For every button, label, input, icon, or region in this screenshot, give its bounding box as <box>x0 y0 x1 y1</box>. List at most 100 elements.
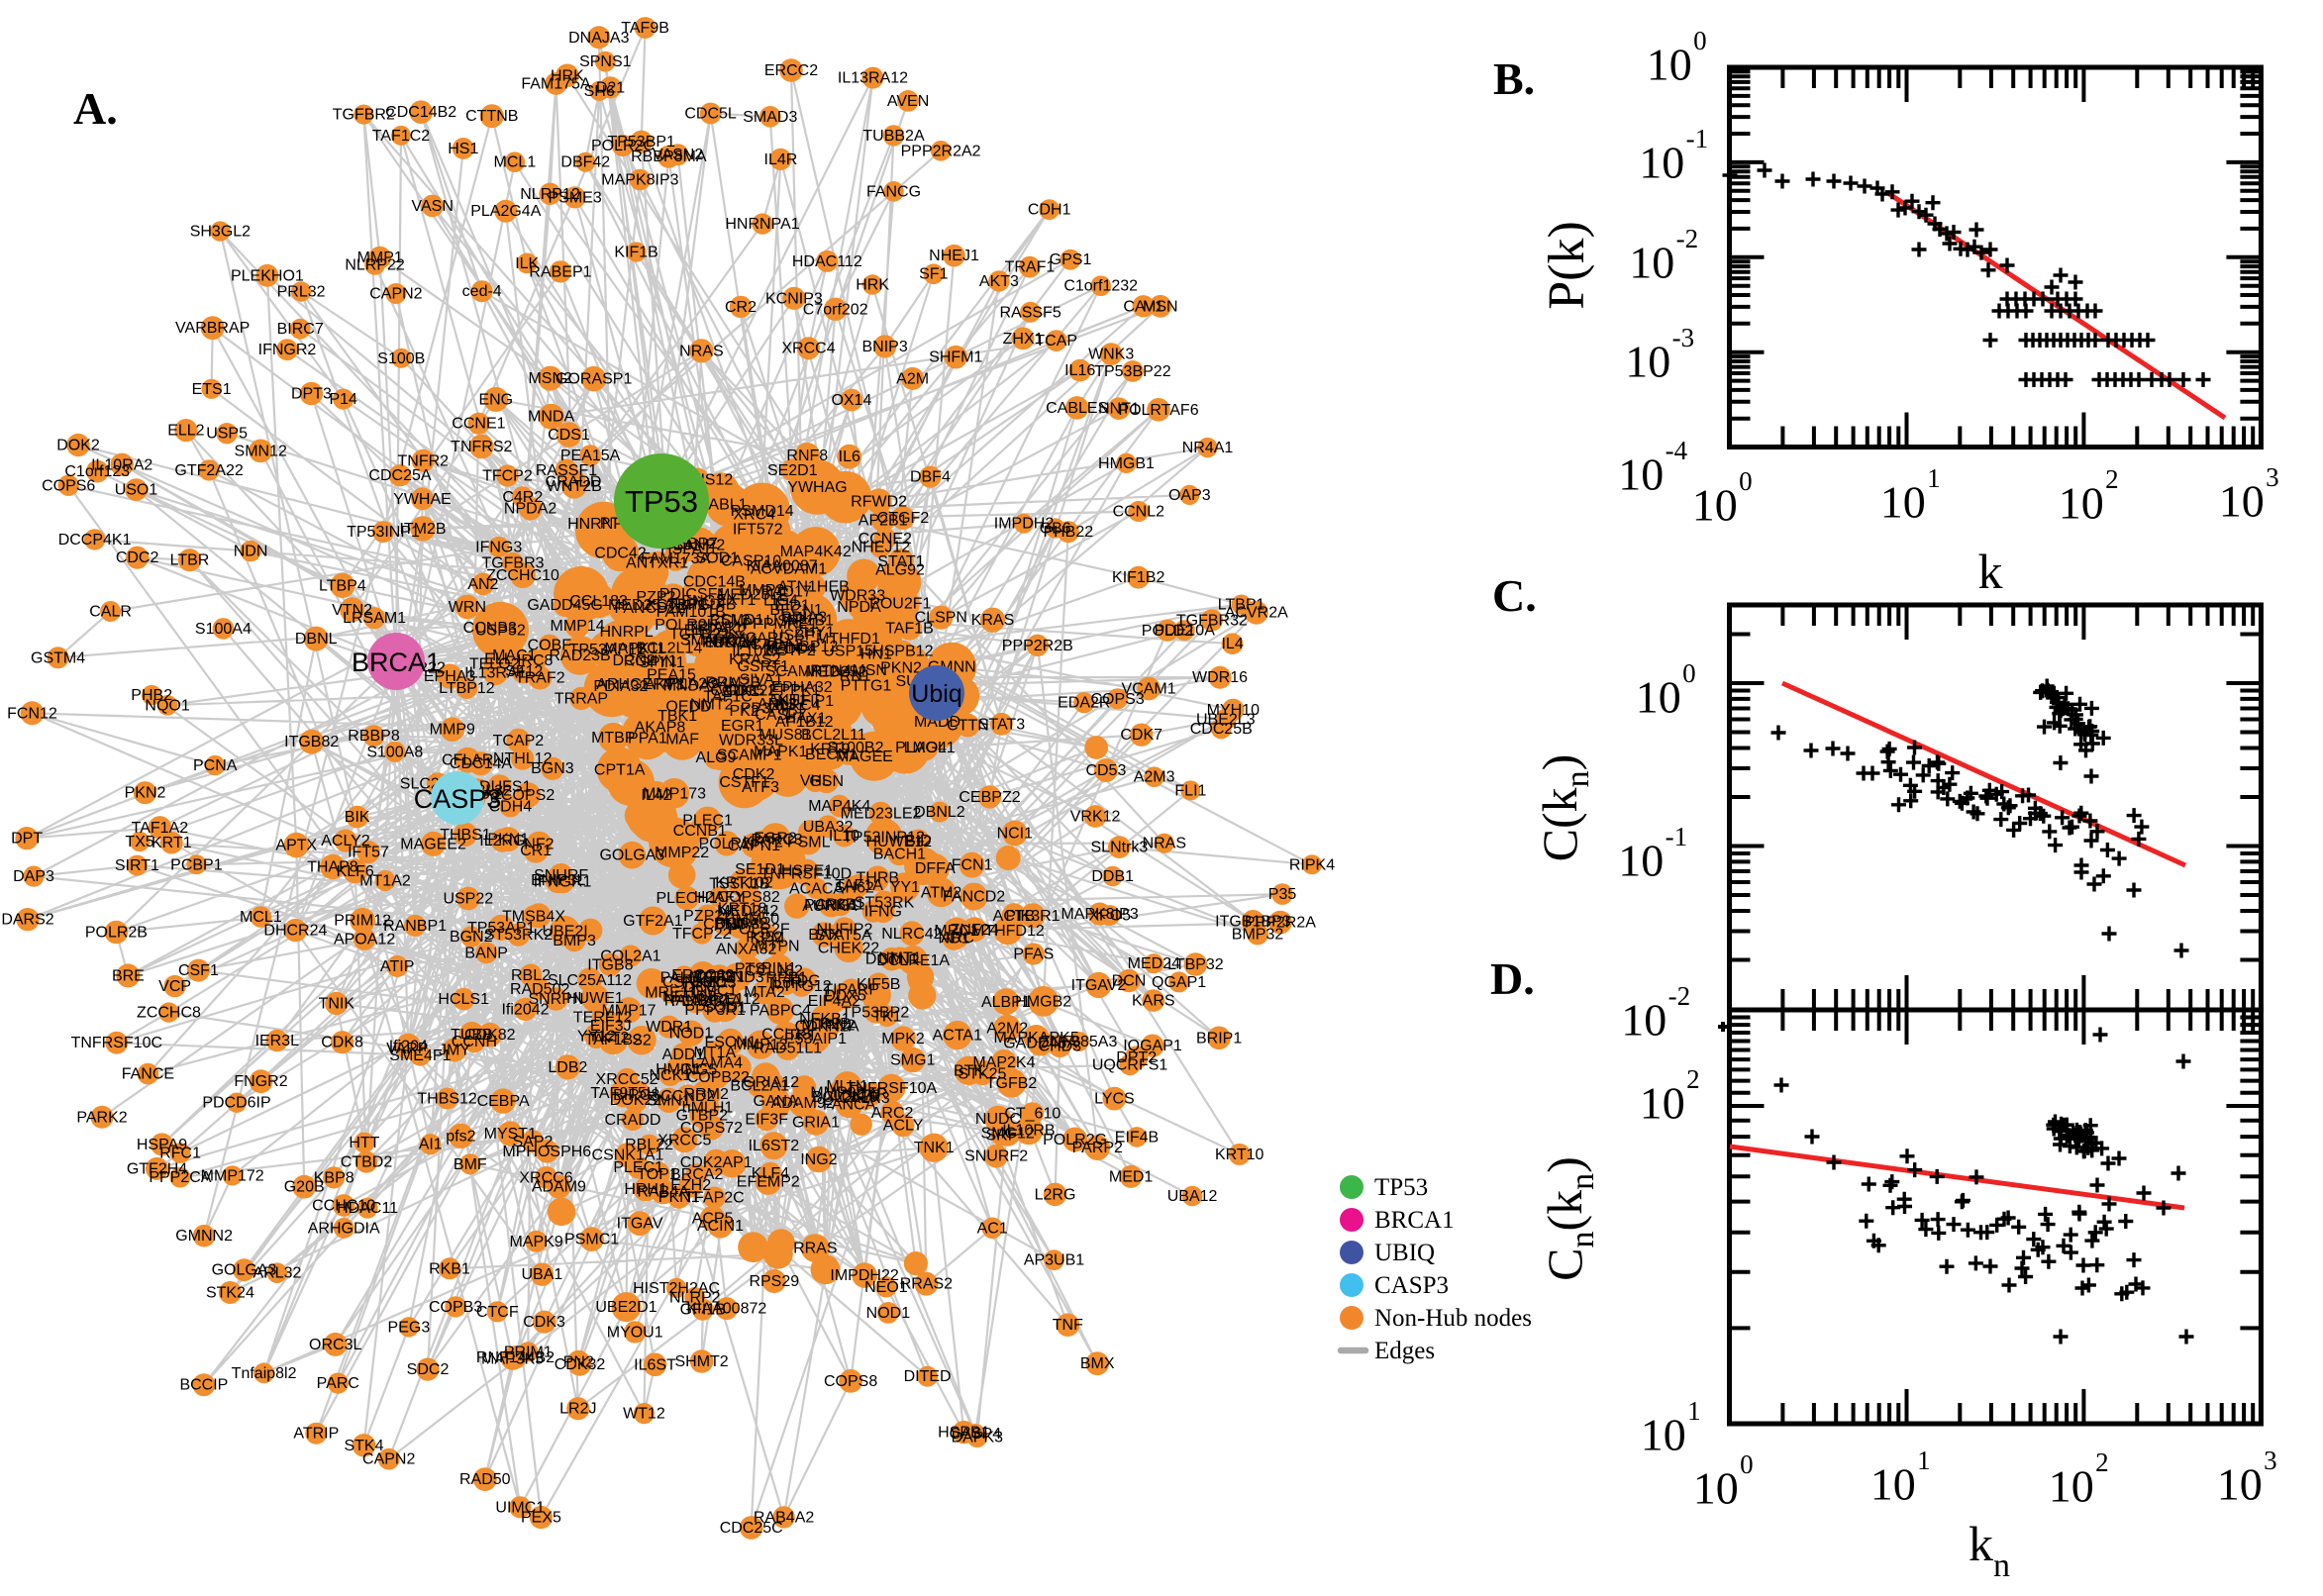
svg-text:TIPARP: TIPARP <box>823 981 879 998</box>
svg-text:LAMA4: LAMA4 <box>691 1054 744 1071</box>
svg-text:CCNE2: CCNE2 <box>858 531 912 548</box>
svg-text:MTPN2: MTPN2 <box>801 1018 855 1035</box>
svg-text:TFAP2C: TFAP2C <box>684 1190 744 1207</box>
svg-text:TKT: TKT <box>787 1027 817 1044</box>
svg-text:CR1: CR1 <box>520 843 552 859</box>
svg-text:PLEKHO1: PLEKHO1 <box>231 267 304 284</box>
svg-text:BECN1: BECN1 <box>769 602 822 619</box>
svg-text:10: 10 <box>1629 237 1674 287</box>
svg-text:L2RG: L2RG <box>1035 1186 1076 1203</box>
svg-text:SHMT2: SHMT2 <box>674 1353 728 1370</box>
svg-text:KRT1: KRT1 <box>152 835 192 851</box>
svg-text:NUFIP2: NUFIP2 <box>816 921 872 938</box>
svg-text:FCN1: FCN1 <box>952 857 993 874</box>
svg-text:IL13RA12: IL13RA12 <box>838 70 908 87</box>
svg-text:IL10: IL10 <box>829 828 859 845</box>
svg-text:NF2: NF2 <box>524 837 554 853</box>
svg-text:PRIM1: PRIM1 <box>504 1344 553 1360</box>
svg-text:MLH1: MLH1 <box>826 1078 868 1095</box>
svg-text:BMX: BMX <box>1080 1355 1115 1372</box>
svg-text:10: 10 <box>2219 475 2265 526</box>
svg-text:ARC2: ARC2 <box>871 1105 914 1122</box>
svg-text:COPS82: COPS82 <box>718 889 780 906</box>
svg-text:TK1: TK1 <box>872 1008 901 1025</box>
svg-text:ZCCHC8: ZCCHC8 <box>137 1005 201 1022</box>
svg-text:MTHFD12: MTHFD12 <box>971 923 1045 940</box>
svg-text:KRT2: KRT2 <box>743 835 783 851</box>
svg-text:CCL182: CCL182 <box>745 962 803 979</box>
svg-text:ADAM9: ADAM9 <box>532 1179 586 1196</box>
svg-text:10: 10 <box>2217 1458 2263 1509</box>
svg-text:CDC14B: CDC14B <box>683 573 746 590</box>
svg-text:BRCA2: BRCA2 <box>670 1166 723 1183</box>
svg-text:PPP2CA: PPP2CA <box>149 1169 211 1186</box>
svg-text:NRAS: NRAS <box>679 343 723 359</box>
svg-text:MMP1: MMP1 <box>357 249 403 266</box>
svg-text:BCL2A1: BCL2A1 <box>730 1077 789 1094</box>
svg-text:GADD45G: GADD45G <box>527 597 602 614</box>
svg-text:UQCRFS1: UQCRFS1 <box>1092 1056 1168 1073</box>
svg-text:GTBP2: GTBP2 <box>676 1108 729 1125</box>
svg-text:MRC1: MRC1 <box>934 923 978 940</box>
svg-text:NHEJ12: NHEJ12 <box>852 540 911 556</box>
svg-text:CDKN2A: CDKN2A <box>795 1018 859 1035</box>
svg-text:SNURF2: SNURF2 <box>964 1148 1028 1165</box>
svg-text:P14: P14 <box>329 391 357 408</box>
svg-text:MMP2: MMP2 <box>739 582 784 599</box>
svg-text:MMP14: MMP14 <box>551 618 605 635</box>
svg-text:RAD51L1: RAD51L1 <box>754 1041 822 1057</box>
svg-text:WDR1: WDR1 <box>646 1019 692 1036</box>
svg-text:MPHOSPH6: MPHOSPH6 <box>502 1144 591 1160</box>
svg-text:GTF2A22: GTF2A22 <box>174 462 243 479</box>
svg-text:IRC8: IRC8 <box>517 652 554 669</box>
svg-text:AI1: AI1 <box>419 1137 443 1153</box>
svg-text:KIF1B: KIF1B <box>614 245 657 261</box>
svg-text:RRM2B: RRM2B <box>705 675 760 692</box>
svg-text:TKT2: TKT2 <box>590 1030 629 1047</box>
svg-text:POLR2F: POLR2F <box>728 921 789 938</box>
svg-text:3: 3 <box>2266 462 2279 492</box>
svg-text:CDH1: CDH1 <box>1028 202 1071 219</box>
svg-text:VARP: VARP <box>386 1041 428 1057</box>
svg-text:POLR2C: POLR2C <box>591 138 655 154</box>
svg-text:SLC25A112: SLC25A112 <box>548 972 632 989</box>
svg-text:IL42: IL42 <box>641 787 671 804</box>
svg-text:DAPK3: DAPK3 <box>952 1430 1004 1446</box>
svg-text:THAP8: THAP8 <box>307 859 358 876</box>
svg-text:TAF9T5H: TAF9T5H <box>590 1085 657 1102</box>
svg-text:OX14: OX14 <box>831 392 871 409</box>
svg-text:GMNN2: GMNN2 <box>175 1228 233 1245</box>
svg-text:ARL3: ARL3 <box>758 696 797 713</box>
svg-text:-4: -4 <box>1666 436 1688 465</box>
svg-text:PSMC3: PSMC3 <box>681 974 736 991</box>
svg-text:ACTB: ACTB <box>993 908 1036 925</box>
svg-text:-2: -2 <box>1668 981 1691 1011</box>
svg-text:BACH1: BACH1 <box>873 846 926 862</box>
svg-text:SOD1: SOD1 <box>703 1000 747 1017</box>
svg-text:ZNF24: ZNF24 <box>951 922 999 939</box>
svg-text:POLR2B: POLR2B <box>85 925 148 942</box>
svg-text:0: 0 <box>1693 26 1707 55</box>
svg-text:NLRP12: NLRP12 <box>520 186 580 203</box>
svg-text:CSTF2: CSTF2 <box>765 643 816 659</box>
svg-text:A.: A. <box>73 83 118 134</box>
svg-text:HDAC11: HDAC11 <box>337 1200 398 1217</box>
svg-text:PLA2G4A: PLA2G4A <box>668 676 739 693</box>
svg-text:KARS: KARS <box>1132 993 1175 1010</box>
svg-text:COPS6: COPS6 <box>42 477 95 494</box>
svg-text:1: 1 <box>1917 1446 1931 1475</box>
svg-text:NOD1: NOD1 <box>669 1026 714 1043</box>
svg-text:2: 2 <box>2095 1447 2109 1477</box>
svg-text:MT1A2: MT1A2 <box>359 873 411 890</box>
svg-text:HRK: HRK <box>551 67 584 84</box>
svg-text:TCAP: TCAP <box>1035 333 1077 349</box>
svg-text:MMP22: MMP22 <box>655 845 709 861</box>
svg-text:CALR: CALR <box>89 604 132 621</box>
svg-text:LRSAM1: LRSAM1 <box>343 610 406 627</box>
svg-text:VCAM1: VCAM1 <box>1122 681 1176 698</box>
svg-text:TIMM50: TIMM50 <box>721 911 779 928</box>
svg-text:CCNH: CCNH <box>452 1034 497 1050</box>
svg-text:IMPDH2: IMPDH2 <box>994 516 1055 533</box>
svg-text:C7orf202: C7orf202 <box>803 301 868 318</box>
svg-text:WNK3: WNK3 <box>1088 347 1134 363</box>
